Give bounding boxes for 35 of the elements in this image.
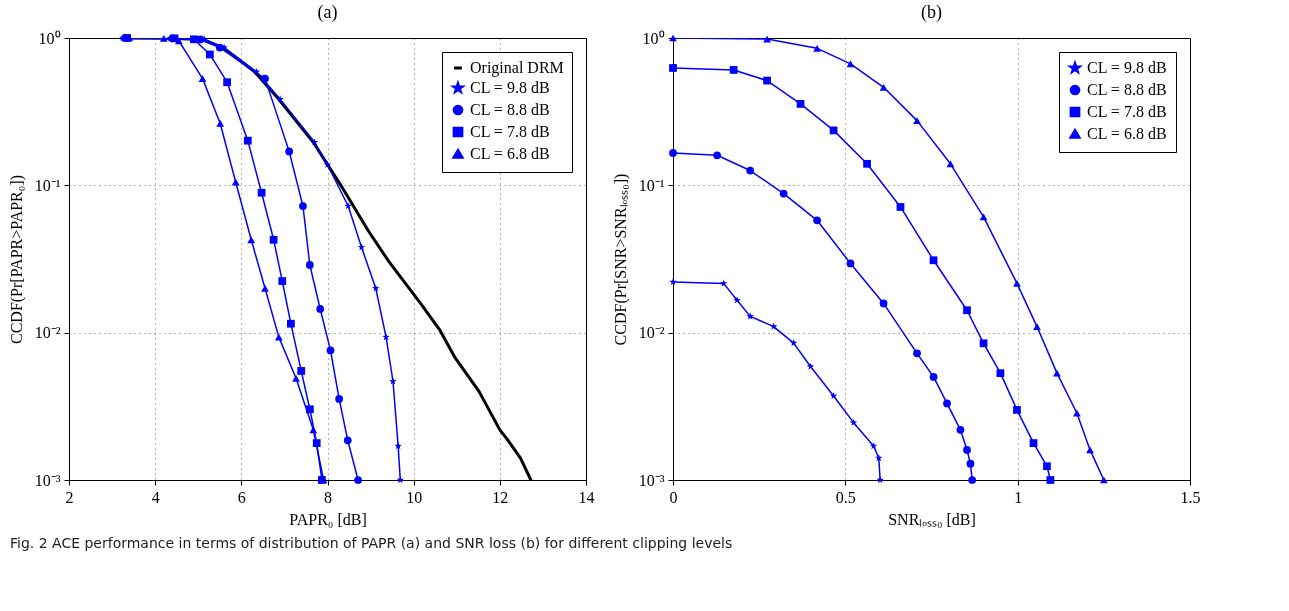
legend-label: CL = 8.8 dB [1087, 81, 1167, 98]
x-tick-label: 1 [1014, 488, 1023, 506]
x-tick-label: 0 [669, 488, 678, 506]
x-tick-label: 1.5 [1180, 488, 1201, 506]
y-tick-label: 10⁻² [638, 324, 665, 342]
y-tick-label: 10⁰ [642, 29, 665, 47]
x-tick-label: 10 [406, 488, 423, 506]
x-tick-label: 14 [578, 488, 595, 506]
x-tick-label: 6 [237, 488, 246, 506]
x-axis-title: SNRₗₒₛₛ₀ [dB] [888, 510, 976, 528]
legend-label: CL = 6.8 dB [470, 145, 550, 162]
y-tick-label: 10⁻³ [638, 471, 665, 489]
x-axis-title: PAPR₀ [dB] [289, 510, 367, 528]
chart-title: (b) [921, 2, 942, 23]
y-tick-label: 10⁻² [34, 324, 61, 342]
y-tick-label: 10⁻¹ [34, 176, 61, 194]
y-tick-label: 10⁰ [38, 29, 61, 47]
x-tick-label: 8 [324, 488, 332, 506]
y-axis-title: CCDF(Pr[SNR>SNRₗₒₛₛ₀]) [611, 173, 630, 346]
y-tick-label: 10⁻³ [34, 471, 61, 489]
chart-title: (a) [317, 2, 338, 23]
caption: Fig. 2 ACE performance in terms of distribution of PAPR (a) and SNR loss (b) for different clipping levels [10, 535, 734, 551]
legend-label: CL = 7.8 dB [1087, 103, 1167, 120]
x-tick-label: 4 [151, 488, 160, 506]
legend-label: CL = 6.8 dB [1087, 125, 1167, 142]
legend-label: CL = 7.8 dB [470, 123, 550, 140]
x-tick-label: 2 [65, 488, 74, 506]
x-tick-label: 12 [492, 488, 509, 506]
legend-label: CL = 8.8 dB [470, 101, 550, 118]
legend-label: CL = 9.8 dB [1087, 59, 1167, 76]
legend-label: CL = 9.8 dB [470, 79, 550, 96]
y-axis-title: CCDF(Pr[PAPR>PAPR₀]) [7, 174, 26, 345]
y-tick-label: 10⁻¹ [638, 176, 665, 194]
legend-label: Original DRM [470, 59, 564, 77]
x-tick-label: 0.5 [835, 488, 856, 506]
